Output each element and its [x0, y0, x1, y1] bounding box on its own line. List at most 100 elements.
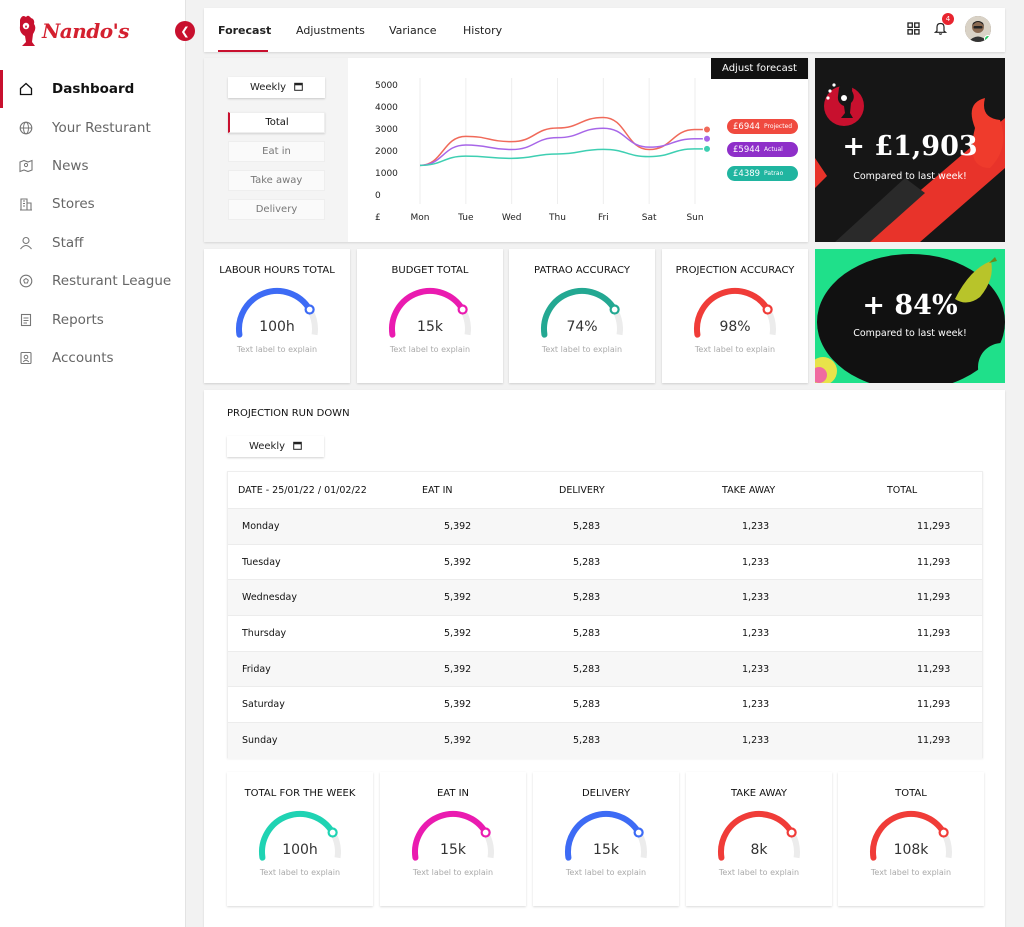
row-day: Sunday	[242, 735, 278, 747]
total-label: Text label to explain	[870, 868, 952, 877]
gauge-fill	[870, 811, 947, 861]
total-value: 15k	[440, 842, 466, 858]
series-end-point	[702, 144, 712, 154]
sidebar-item-label: Your Resturant	[52, 119, 151, 136]
row-day: Friday	[242, 663, 271, 675]
gauge-chart	[694, 288, 776, 338]
sidebar-item-resturant-league[interactable]: Resturant League	[0, 262, 186, 300]
gauge-knob	[633, 827, 644, 838]
series-end-point	[702, 134, 712, 143]
legend-pill-projected: £6944 Projected	[727, 119, 798, 134]
table-row[interactable]: Sunday 5,392 5,283 1,233 11,293	[228, 723, 982, 759]
promo-value: + 84%	[862, 290, 958, 321]
total-card: DELIVERY 15k Text label to explain	[533, 772, 679, 906]
total-title: DELIVERY	[581, 788, 631, 799]
online-status-dot	[984, 35, 991, 42]
sidebar-item-dashboard[interactable]: Dashboard	[0, 70, 186, 109]
column-header: EAT IN	[422, 484, 453, 496]
gauge-chart	[236, 288, 318, 338]
table-cell: 11,293	[917, 699, 951, 711]
gauge-fill	[389, 288, 466, 338]
table-cell: 5,392	[444, 592, 472, 604]
tab-forecast[interactable]: Forecast	[218, 8, 271, 52]
sidebar: Nando's Dashboard Your Resturant News St…	[0, 0, 186, 927]
collapse-sidebar-button[interactable]: ❮	[175, 21, 195, 41]
table-row[interactable]: Friday 5,392 5,283 1,233 11,293	[228, 651, 982, 688]
document-icon	[18, 312, 34, 328]
promo-card-revenue: + £1,903 Compared to last week!	[815, 58, 1005, 242]
x-tick-label: Sat	[642, 213, 657, 223]
filter-delivery[interactable]: Delivery	[228, 199, 325, 220]
total-label: Text label to explain	[412, 868, 494, 877]
filter-eat-in[interactable]: Eat in	[228, 141, 325, 162]
promo-background-art	[815, 83, 1005, 242]
table-cell: 5,392	[444, 735, 472, 747]
table-cell: 5,392	[444, 627, 472, 639]
notifications-button[interactable]: 4	[933, 12, 954, 39]
promo-caption: Compared to last week!	[853, 328, 967, 339]
table-cell: 1,233	[742, 592, 770, 604]
avatar[interactable]	[965, 16, 991, 42]
table-row[interactable]: Thursday 5,392 5,283 1,233 11,293	[228, 616, 982, 652]
account-icon	[18, 350, 34, 366]
table-cell: 5,283	[573, 592, 601, 604]
sidebar-item-staff[interactable]: Staff	[0, 224, 186, 262]
pill-value: £4389	[733, 168, 761, 179]
sidebar-item-label: Staff	[52, 234, 84, 251]
gauge-knob	[457, 304, 468, 315]
period-select[interactable]: Weekly	[227, 436, 324, 457]
filter-total[interactable]: Total	[228, 112, 325, 133]
kpi-value: 15k	[417, 319, 443, 335]
column-header: TOTAL	[887, 484, 918, 496]
x-tick-label: Tue	[457, 213, 474, 223]
gauge-fill	[694, 288, 771, 338]
y-tick-label: 0	[375, 191, 381, 201]
tab-history[interactable]: History	[463, 24, 503, 37]
sidebar-item-reports[interactable]: Reports	[0, 300, 186, 338]
gauge-knob	[480, 827, 491, 838]
top-bar: Forecast Adjustments Variance History 4	[204, 8, 1005, 52]
grid-icon[interactable]	[907, 20, 920, 39]
gauge-knob	[609, 304, 620, 315]
nandos-logo[interactable]: Nando's	[16, 14, 130, 48]
gauge-chart	[389, 288, 471, 338]
adjust-forecast-button[interactable]: Adjust forecast	[711, 58, 808, 79]
total-title: TAKE AWAY	[730, 788, 788, 799]
total-title: TOTAL FOR THE WEEK	[244, 788, 356, 799]
table-cell: 11,293	[917, 663, 951, 675]
sidebar-item-accounts[interactable]: Accounts	[0, 339, 186, 377]
pill-value: £6944	[733, 121, 761, 132]
ball-icon	[18, 273, 34, 289]
table-row[interactable]: Saturday 5,392 5,283 1,233 11,293	[228, 687, 982, 724]
gauge-fill	[236, 288, 313, 338]
sidebar-item-news[interactable]: News	[0, 147, 186, 185]
sidebar-item-your-resturant[interactable]: Your Resturant	[0, 108, 186, 146]
table-cell: 5,392	[444, 556, 472, 568]
sidebar-item-stores[interactable]: Stores	[0, 185, 186, 223]
forecast-card: Weekly Total Eat in Take away Delivery A…	[204, 58, 808, 242]
tab-variance[interactable]: Variance	[389, 24, 437, 37]
filter-take-away[interactable]: Take away	[228, 170, 325, 191]
table-row[interactable]: Tuesday 5,392 5,283 1,233 11,293	[228, 545, 982, 581]
tab-adjustments[interactable]: Adjustments	[296, 24, 365, 37]
table-row[interactable]: Wednesday 5,392 5,283 1,233 11,293	[228, 580, 982, 617]
kpi-label: Text label to explain	[694, 345, 776, 354]
home-icon	[18, 81, 34, 97]
table-row[interactable]: Monday 5,392 5,283 1,233 11,293	[228, 509, 982, 545]
period-select[interactable]: Weekly	[228, 77, 325, 98]
sidebar-nav: Dashboard Your Resturant News Stores Sta…	[0, 70, 186, 377]
kpi-value: 74%	[566, 319, 598, 335]
table-cell: 5,283	[573, 627, 601, 639]
chevron-left-icon: ❮	[180, 24, 190, 38]
table-cell: 5,392	[444, 699, 472, 711]
legend-pill-actual: £5944 Actual	[727, 142, 798, 157]
table-cell: 5,283	[573, 520, 601, 532]
x-tick-label: Mon	[411, 213, 430, 223]
table-cell: 11,293	[917, 520, 951, 532]
table-cell: 1,233	[742, 627, 770, 639]
promo-card-percentage: + 84% Compared to last week!	[815, 249, 1005, 383]
forecast-filters: Weekly Total Eat in Take away Delivery	[204, 58, 348, 242]
gauge-chart	[412, 811, 494, 861]
table-cell: 1,233	[742, 663, 770, 675]
x-tick-label: Wed	[502, 213, 522, 223]
